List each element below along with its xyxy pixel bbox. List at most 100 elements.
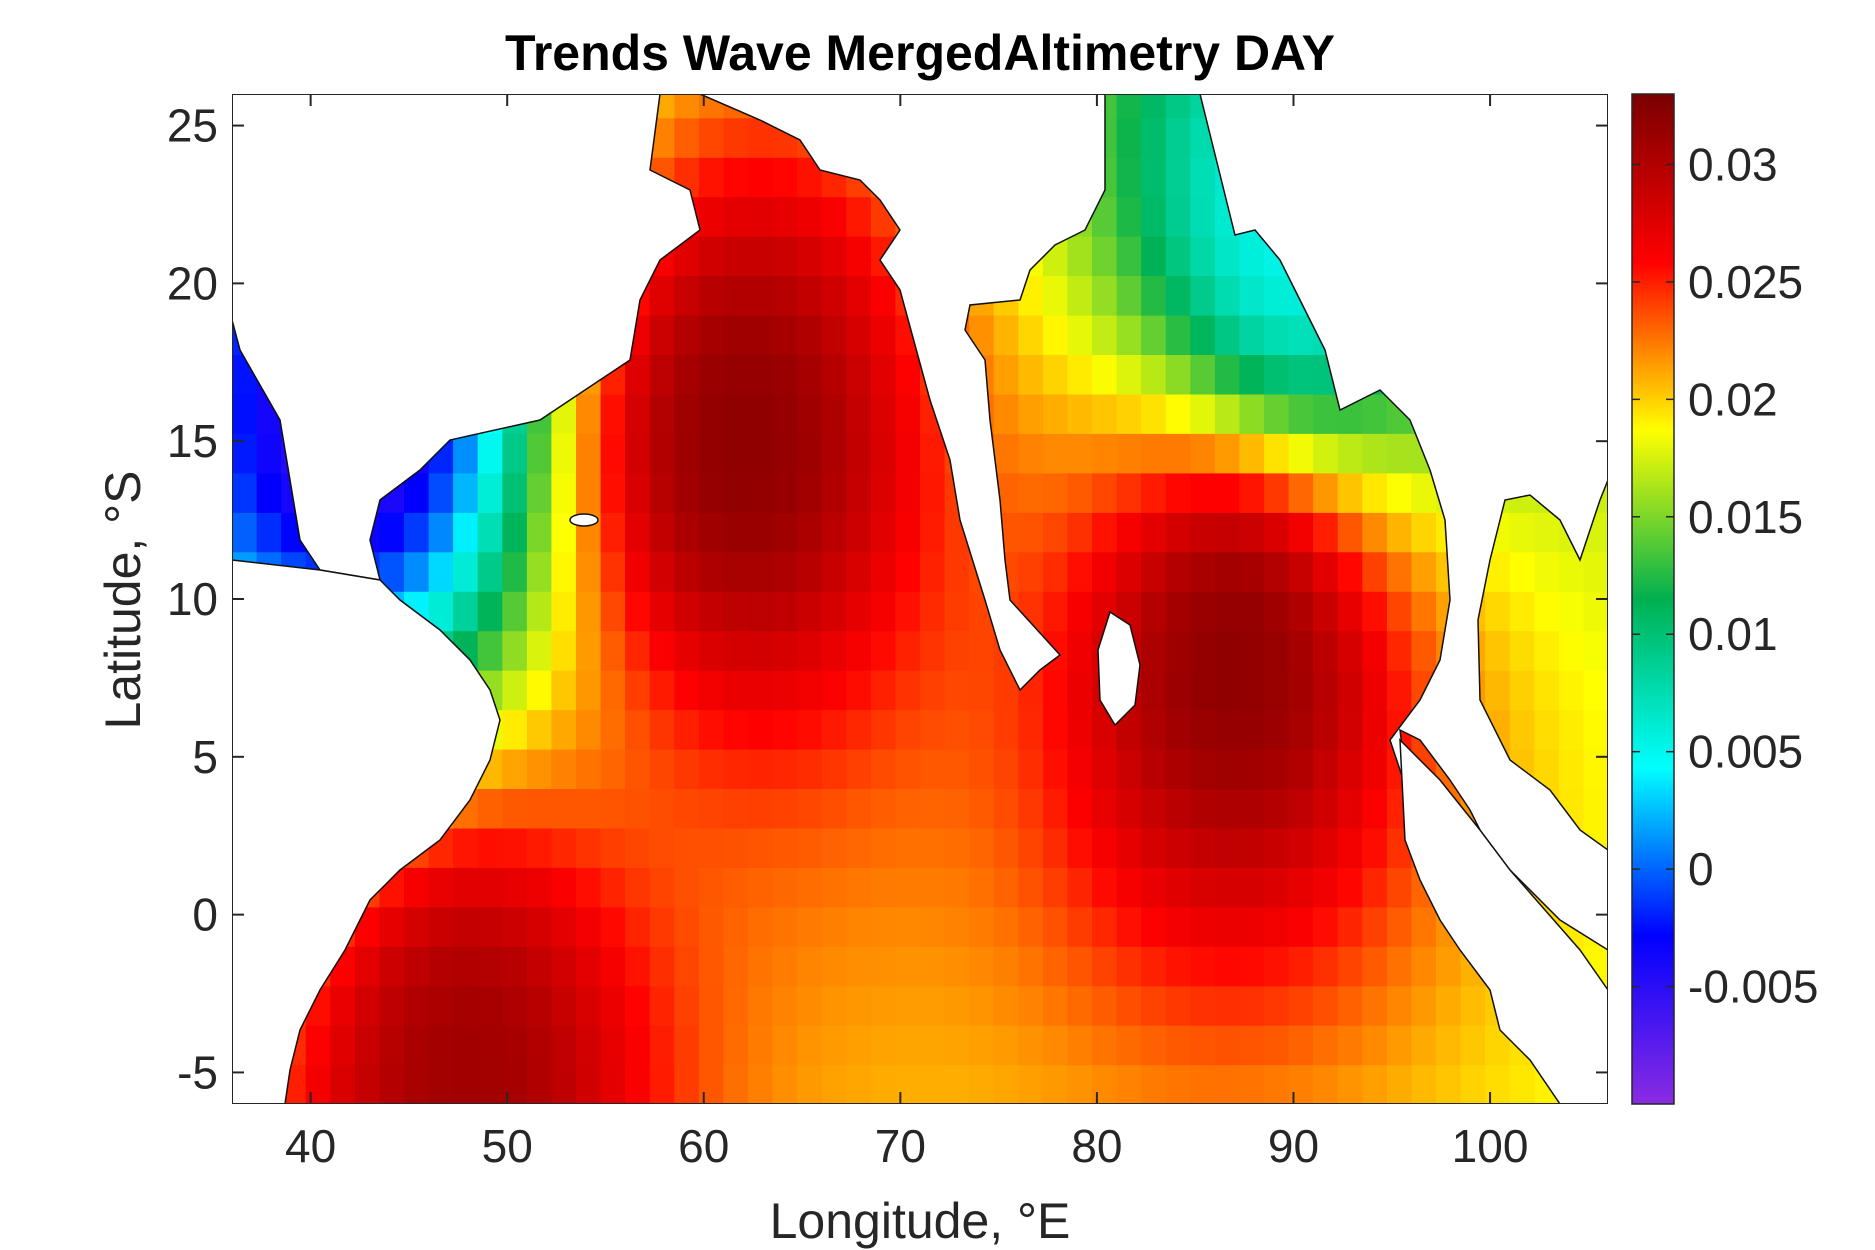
heatmap-cell [920,748,946,789]
heatmap-cell [772,709,798,750]
heatmap-cell [551,1025,577,1066]
heatmap-cell [772,433,798,474]
heatmap-cell [1534,670,1560,711]
heatmap-cell [526,788,553,829]
land-sumatra [1399,738,1608,1104]
heatmap-cell [821,827,847,868]
heatmap-cell [1190,867,1216,908]
heatmap-cell [723,157,749,198]
heatmap-cell [748,1025,774,1066]
heatmap-cell [821,630,847,671]
heatmap-cell [600,788,626,829]
heatmap-cell [551,1064,577,1104]
heatmap-cell [1067,314,1093,355]
heatmap-cell [1411,591,1437,632]
heatmap-cell [1239,354,1265,395]
heatmap-cell [1214,472,1241,513]
heatmap-cell [1386,946,1413,987]
heatmap-cell [576,788,602,829]
heatmap-cell [1239,985,1265,1026]
heatmap-cell [1239,314,1265,355]
heatmap-cell [1092,1025,1118,1066]
heatmap-cell [477,551,503,592]
heatmap-cell [698,946,725,987]
heatmap-cell [797,591,823,632]
x-tick-label: 40 [285,1120,336,1172]
heatmap-cell [870,827,897,868]
heatmap-cell [674,748,700,789]
heatmap-cell [1386,867,1413,908]
heatmap-cell [551,985,577,1026]
heatmap-cell [551,906,577,947]
heatmap-cell [453,985,479,1026]
heatmap-cell [895,709,921,750]
heatmap-cell [698,709,725,750]
heatmap-cell [1509,1064,1535,1104]
heatmap-cell [1460,1064,1486,1104]
heatmap-cell [600,551,626,592]
heatmap-cell [1288,1064,1314,1104]
heatmap-cell [477,867,503,908]
heatmap-cell [600,591,626,632]
heatmap-cell [600,906,626,947]
heatmap-cell [920,788,946,829]
heatmap-cell [1288,314,1314,355]
heatmap-cell [330,985,356,1026]
heatmap-cell [1239,709,1265,750]
heatmap-cell [649,788,675,829]
heatmap-cell [600,867,626,908]
heatmap-cell [526,591,553,632]
heatmap-cell [1018,354,1044,395]
heatmap-cell [797,946,823,987]
heatmap-cell [1558,670,1585,711]
heatmap-cell [477,630,503,671]
heatmap-cell [1067,433,1093,474]
heatmap-cell [797,393,823,434]
heatmap-cell [748,670,774,711]
heatmap-cell [698,236,725,277]
heatmap-cell [1018,748,1044,789]
heatmap-cell [797,1025,823,1066]
heatmap-cell [1116,314,1142,355]
heatmap-cell [502,867,528,908]
heatmap-cell [1116,827,1142,868]
heatmap-cell [1337,906,1363,947]
heatmap-cell [698,196,725,237]
heatmap-cell [379,1025,405,1066]
heatmap-cell [846,393,872,434]
heatmap-cell [1067,551,1093,592]
heatmap-cell [1362,512,1388,553]
heatmap-cell [969,788,995,829]
heatmap-cell [502,906,528,947]
heatmap-cell [1337,433,1363,474]
heatmap-cell [1264,551,1290,592]
heatmap-cell [428,472,454,513]
heatmap-cell [428,867,454,908]
heatmap-cell [1288,393,1314,434]
heatmap-cell [1190,512,1216,553]
heatmap-cell [600,433,626,474]
heatmap-cell [649,630,675,671]
heatmap-cell [1558,630,1585,671]
heatmap-cell [944,551,970,592]
heatmap-cell [993,709,1019,750]
heatmap-cell [920,433,946,474]
heatmap-cell [1141,1025,1167,1066]
heatmap-cell [723,748,749,789]
heatmap-cell [1362,709,1388,750]
heatmap-cell [404,551,430,592]
colorbar-tick-label: 0.01 [1688,608,1778,660]
heatmap-cell [723,433,749,474]
heatmap-cell [649,985,675,1026]
heatmap-cell [1214,512,1241,553]
heatmap-cell [1018,314,1044,355]
heatmap-cell [1042,985,1069,1026]
heatmap-cell [1239,393,1265,434]
heatmap-cell [1018,867,1044,908]
heatmap-cell [797,196,823,237]
heatmap-cell [1313,906,1339,947]
heatmap-cell [993,393,1019,434]
heatmap-cell [1264,670,1290,711]
heatmap-cell [870,512,897,553]
heatmap-cell [772,1025,798,1066]
